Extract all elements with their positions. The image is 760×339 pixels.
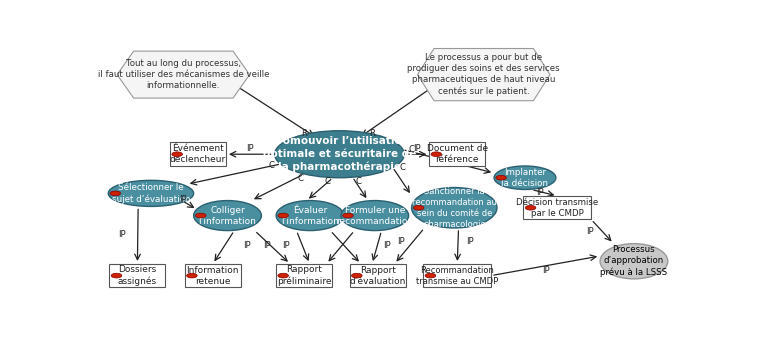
Text: IP: IP xyxy=(586,227,594,236)
Text: IP: IP xyxy=(264,241,271,250)
FancyBboxPatch shape xyxy=(429,142,485,166)
Circle shape xyxy=(195,213,206,218)
Text: Recommandation
transmise au CMDP: Recommandation transmise au CMDP xyxy=(416,265,499,286)
Polygon shape xyxy=(417,48,550,101)
Ellipse shape xyxy=(108,180,194,206)
Text: IP: IP xyxy=(542,266,549,275)
Ellipse shape xyxy=(194,201,261,231)
Text: Décision transmise
par le CMDP: Décision transmise par le CMDP xyxy=(516,198,598,218)
Text: C: C xyxy=(409,144,415,154)
FancyBboxPatch shape xyxy=(423,264,491,287)
Text: Tout au long du processus,
il faut utiliser des mécanismes de veille
information: Tout au long du processus, il faut utili… xyxy=(97,59,269,90)
Circle shape xyxy=(278,213,289,218)
Text: C: C xyxy=(298,174,303,183)
Ellipse shape xyxy=(412,187,497,228)
Circle shape xyxy=(352,273,362,278)
Circle shape xyxy=(431,152,442,157)
Text: C: C xyxy=(399,163,405,172)
Text: IP: IP xyxy=(283,241,290,250)
FancyBboxPatch shape xyxy=(276,264,332,287)
Ellipse shape xyxy=(600,244,668,279)
Ellipse shape xyxy=(274,131,404,178)
Text: Implanter
la décision: Implanter la décision xyxy=(502,168,549,188)
Text: IP: IP xyxy=(118,230,125,239)
Circle shape xyxy=(343,213,353,218)
Text: IP: IP xyxy=(537,188,544,197)
Text: IP: IP xyxy=(466,237,473,246)
Text: Processus
d’approbation
prévu à la LSSS: Processus d’approbation prévu à la LSSS xyxy=(600,245,667,277)
FancyBboxPatch shape xyxy=(524,196,591,219)
Circle shape xyxy=(413,205,424,210)
Text: IP: IP xyxy=(246,144,254,153)
Text: Promouvoir l’utilisation
optimale et sécuritaire de
la pharmacothérapie: Promouvoir l’utilisation optimale et séc… xyxy=(263,136,416,172)
Circle shape xyxy=(187,273,197,278)
Circle shape xyxy=(111,273,122,278)
Text: Le processus a pour but de
prodiguer des soins et des services
pharmaceutiques d: Le processus a pour but de prodiguer des… xyxy=(407,53,560,96)
Text: Dossiers
assignés: Dossiers assignés xyxy=(118,265,157,286)
Text: Formuler une
recommandation: Formuler une recommandation xyxy=(336,205,413,226)
Text: IP: IP xyxy=(243,241,251,250)
Text: IP: IP xyxy=(397,237,405,246)
Ellipse shape xyxy=(276,201,344,231)
Text: Sélectionner le
sujet d’évaluation: Sélectionner le sujet d’évaluation xyxy=(112,183,190,204)
Circle shape xyxy=(110,191,121,196)
Circle shape xyxy=(278,273,289,278)
Ellipse shape xyxy=(341,201,409,231)
Text: R: R xyxy=(369,128,375,138)
Text: IP: IP xyxy=(413,144,420,153)
Text: Sanctionner la
recommandation au
sein du comité de
pharmacologie: Sanctionner la recommandation au sein du… xyxy=(412,186,497,229)
Text: Rapport
d’évaluation: Rapport d’évaluation xyxy=(350,265,406,286)
Polygon shape xyxy=(117,51,249,98)
Text: Information
retenue: Information retenue xyxy=(186,265,239,286)
Ellipse shape xyxy=(494,166,556,190)
Text: R: R xyxy=(301,128,307,138)
Text: Document de
référence: Document de référence xyxy=(426,144,488,164)
FancyBboxPatch shape xyxy=(185,264,241,287)
FancyBboxPatch shape xyxy=(170,142,226,166)
Text: Évaluer
l’information: Évaluer l’information xyxy=(281,205,339,226)
Text: C: C xyxy=(356,177,362,186)
Circle shape xyxy=(525,205,536,210)
Text: C: C xyxy=(325,177,331,186)
Text: Rapport
préliminaire: Rapport préliminaire xyxy=(277,265,331,286)
Text: IP: IP xyxy=(179,195,187,204)
Circle shape xyxy=(172,152,182,157)
Circle shape xyxy=(425,273,435,278)
FancyBboxPatch shape xyxy=(109,264,166,287)
Text: Événement
déclencheur: Événement déclencheur xyxy=(170,144,226,164)
Text: C: C xyxy=(268,161,274,171)
FancyBboxPatch shape xyxy=(350,264,406,287)
Text: IP: IP xyxy=(383,241,391,250)
Circle shape xyxy=(496,175,506,180)
Text: Colliger
l’information: Colliger l’information xyxy=(198,205,256,226)
